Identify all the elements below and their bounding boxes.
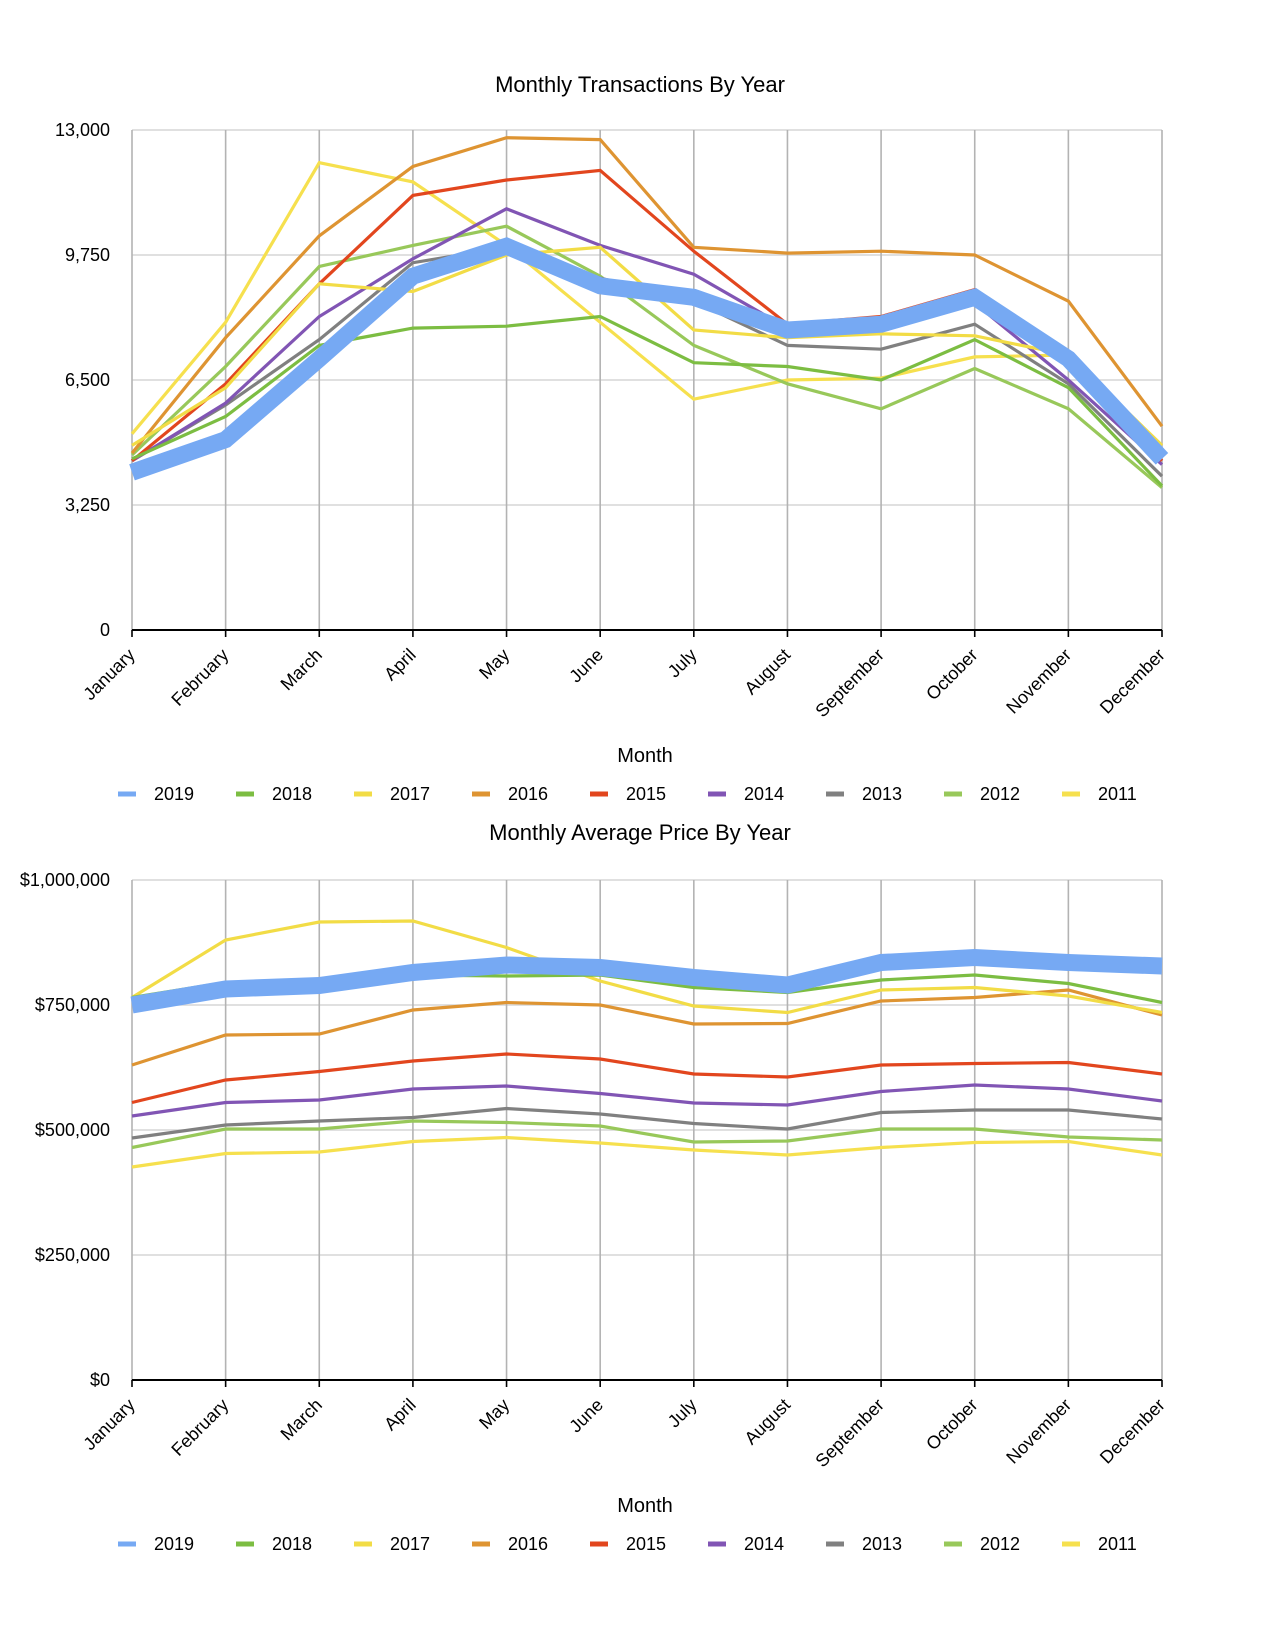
x-tick-label: June	[565, 645, 607, 687]
legend-label: 2015	[626, 1534, 666, 1554]
legend-label: 2019	[154, 784, 194, 804]
x-tick-label: May	[475, 645, 513, 683]
legend-label: 2012	[980, 1534, 1020, 1554]
legend-label: 2018	[272, 1534, 312, 1554]
price-chart: Monthly Average Price By Year $0 $250,000 $…	[20, 820, 1169, 1554]
chart-title: Monthly Transactions By Year	[495, 72, 785, 97]
legend-label: 2014	[744, 784, 784, 804]
x-tick-label: October	[922, 645, 981, 704]
y-tick-label: 6,500	[65, 370, 110, 390]
legend-label: 2013	[862, 1534, 902, 1554]
legend-label: 2012	[980, 784, 1020, 804]
series-line-2013	[131, 1106, 1163, 1140]
series-line-2012	[131, 1119, 1163, 1150]
y-tick-label: $500,000	[35, 1120, 110, 1140]
x-tick-label: November	[1002, 645, 1075, 718]
series-line-2019	[129, 237, 1169, 481]
x-tick-label: September	[812, 1395, 888, 1471]
series-line-2017	[131, 919, 1163, 1015]
chart-title: Monthly Average Price By Year	[489, 820, 791, 845]
legend-label: 2017	[390, 784, 430, 804]
legend-label: 2016	[508, 784, 548, 804]
x-tick-label: February	[167, 1395, 232, 1460]
y-tick-label: 0	[100, 620, 110, 640]
transactions-chart: Monthly Transactions By Year 0 3,250 6,500 9…	[55, 72, 1169, 804]
x-tick-label: September	[812, 645, 888, 721]
x-tick-label: December	[1096, 645, 1169, 718]
x-tick-label: December	[1096, 1395, 1169, 1468]
legend-label: 2014	[744, 1534, 784, 1554]
x-axis-title: Month	[617, 745, 673, 767]
x-axis-title: Month	[617, 1495, 673, 1517]
y-tick-label: $0	[90, 1370, 110, 1390]
series-line-2015	[131, 1052, 1163, 1105]
series-line-2019	[130, 948, 1163, 1014]
series-line-2016	[131, 988, 1163, 1067]
y-tick-label: 13,000	[55, 120, 110, 140]
x-tick-label: February	[167, 645, 232, 710]
legend-label: 2017	[390, 1534, 430, 1554]
y-tick-label: 3,250	[65, 495, 110, 515]
legend-label: 2011	[1098, 784, 1137, 804]
x-tick-label: April	[380, 1395, 420, 1435]
series-line-2012	[130, 224, 1164, 489]
legend-label: 2011	[1098, 1534, 1137, 1554]
legend-label: 2019	[154, 1534, 194, 1554]
x-tick-label: July	[664, 1395, 701, 1432]
legend-label: 2015	[626, 784, 666, 804]
x-tick-label: August	[741, 1395, 795, 1449]
x-tick-label: June	[565, 1395, 607, 1437]
y-tick-label: $1,000,000	[20, 870, 110, 890]
series-line-2011	[131, 1135, 1163, 1169]
legend-label: 2018	[272, 784, 312, 804]
legend-label: 2013	[862, 784, 902, 804]
x-tick-label: July	[664, 645, 701, 682]
series-line-2011	[130, 160, 1164, 447]
x-tick-label: August	[741, 645, 795, 699]
x-tick-label: April	[380, 645, 420, 685]
series-line-2014	[131, 1083, 1163, 1118]
series-line-2016	[130, 136, 1164, 455]
series-line-2018	[131, 314, 1164, 487]
y-tick-label: 9,750	[65, 245, 110, 265]
legend-label: 2016	[508, 1534, 548, 1554]
x-tick-label: January	[79, 645, 138, 704]
series-line-2014	[131, 207, 1164, 466]
x-tick-label: March	[277, 645, 327, 695]
y-tick-label: $750,000	[35, 995, 110, 1015]
x-tick-label: March	[277, 1395, 327, 1445]
y-tick-label: $250,000	[35, 1245, 110, 1265]
x-tick-label: January	[79, 1395, 138, 1454]
x-tick-label: May	[475, 1395, 513, 1433]
x-tick-label: November	[1002, 1395, 1075, 1468]
x-tick-label: October	[922, 1395, 981, 1454]
